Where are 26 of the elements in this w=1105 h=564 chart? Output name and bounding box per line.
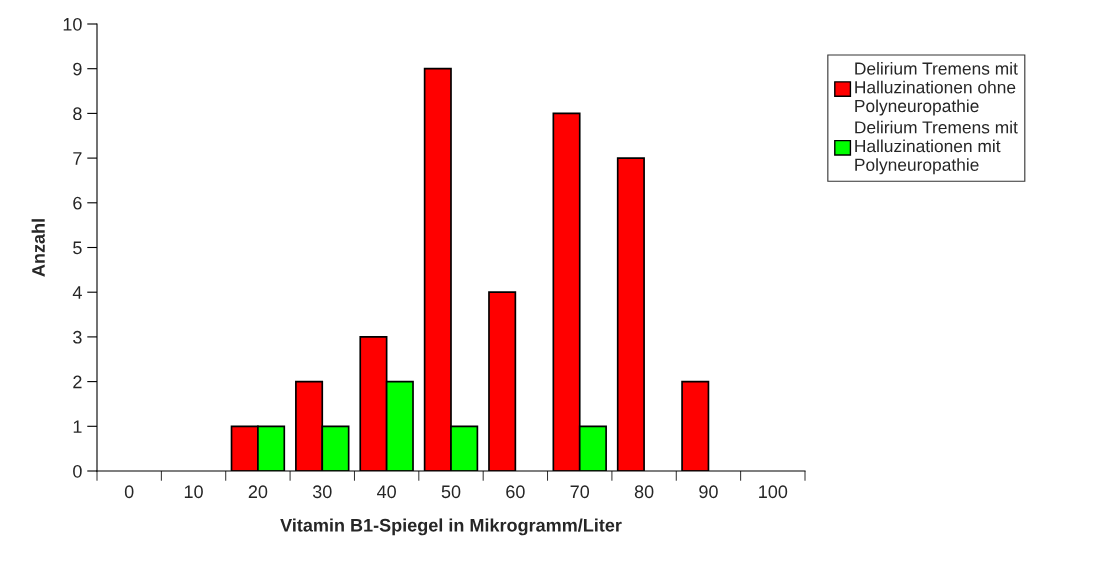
y-tick-label: 8 [73, 107, 82, 121]
x-tick-label: 60 [506, 485, 525, 499]
x-tick-label: 100 [759, 485, 788, 499]
x-tick-label: 50 [441, 485, 461, 499]
x-tick-label: 40 [377, 485, 396, 499]
y-axis-title: Anzahl [31, 219, 45, 277]
y-tick-label: 0 [73, 464, 82, 478]
y-tick-label: 3 [73, 330, 82, 344]
x-tick-label: 70 [570, 485, 590, 499]
legend-label: Delirium Tremens mit Halluzinationen ohne Polyneuropathie [855, 61, 1018, 116]
y-tick-label: 4 [72, 286, 82, 299]
x-tick-label: 0 [124, 485, 134, 499]
x-tick-label: 80 [634, 485, 654, 499]
x-tick-label: 90 [699, 485, 718, 499]
x-tick-label: 10 [184, 485, 203, 499]
y-tick-label: 7 [73, 152, 82, 165]
y-tick-label: 9 [73, 62, 82, 76]
legend-label: Delirium Tremens mit Halluzinationen mit Polyneuropathie [855, 120, 1018, 175]
y-tick-label: 5 [73, 241, 82, 255]
x-tick-label: 20 [248, 485, 268, 499]
y-tick-label: 10 [63, 17, 82, 31]
x-tick-label: 30 [312, 485, 332, 499]
y-tick-label: 6 [73, 196, 82, 210]
x-axis-title: Vitamin B1-Spiegel in Mikrogramm/Liter [280, 518, 622, 536]
y-tick-label: 2 [73, 375, 82, 389]
y-tick-label: 1 [73, 420, 82, 433]
